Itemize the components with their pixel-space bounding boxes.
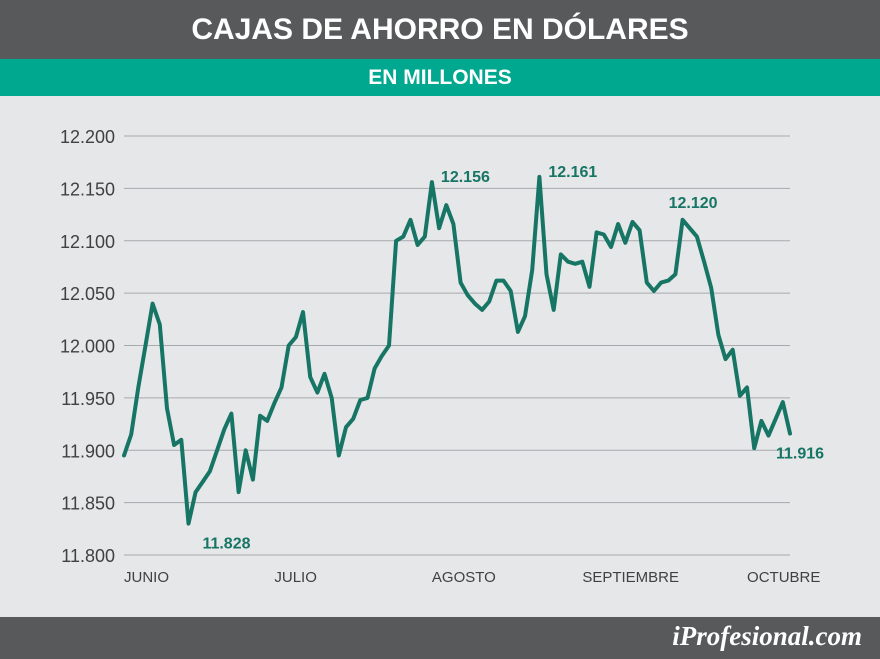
line-chart: 11.800 11.850 11.900 11.950 12.000 12.050 12.1… (60, 127, 824, 586)
y-tick-label: 12.150 (60, 179, 115, 199)
chart-subtitle: EN MILLONES (0, 59, 880, 96)
data-label: 12.120 (669, 195, 718, 212)
brand-name: Profesional.com (679, 621, 862, 651)
data-label: 12.161 (548, 164, 597, 181)
data-label: 11.916 (776, 445, 824, 462)
y-tick-label: 12.050 (60, 284, 115, 304)
brand-prefix: i (672, 621, 680, 651)
x-month-label: SEPTIEMBRE (582, 569, 679, 586)
x-month-label: OCTUBRE (747, 569, 820, 586)
chart-area: 11.800 11.850 11.900 11.950 12.000 12.050 12.1… (0, 96, 880, 617)
x-month-label: JULIO (274, 569, 317, 586)
x-month-label: JUNIO (124, 569, 169, 586)
series-line (122, 174, 792, 526)
y-tick-label: 11.800 (61, 546, 115, 566)
y-tick-label: 11.850 (61, 494, 115, 514)
y-tick-label: 12.000 (60, 337, 115, 357)
y-tick-label: 11.900 (61, 441, 115, 461)
y-tick-label: 11.950 (61, 389, 115, 409)
data-label: 11.828 (202, 536, 250, 553)
x-month-label: AGOSTO (432, 569, 496, 586)
data-label: 12.156 (441, 169, 490, 186)
y-tick-label: 12.200 (60, 127, 115, 147)
footer-bar: iProfesional.com (0, 617, 880, 659)
y-tick-label: 12.100 (60, 232, 115, 252)
chart-title: CAJAS DE AHORRO EN DÓLARES (0, 0, 880, 59)
brand-logo: iProfesional.com (672, 621, 862, 652)
